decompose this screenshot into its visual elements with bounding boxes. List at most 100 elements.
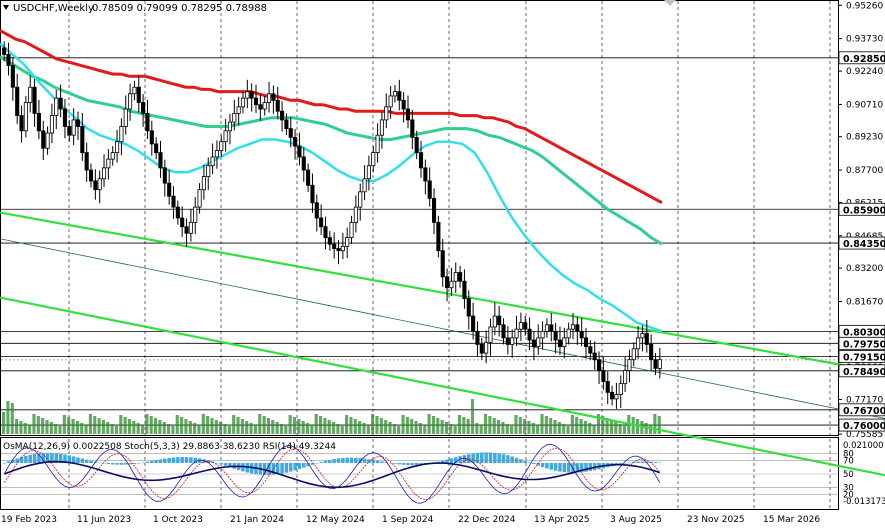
osma-bar [167,457,171,463]
candle-body [206,165,211,177]
candle-body [132,86,137,95]
osma-bar [619,463,623,465]
candle-body [6,54,11,66]
candle-body [449,280,454,289]
osma-bar [540,463,545,468]
volume-bar [544,416,548,434]
osma-bar [493,452,497,463]
candle-body [549,324,554,332]
volume-bar [180,417,184,434]
candle-body [410,119,415,138]
candle-body [566,328,571,339]
osma-bar [310,463,315,465]
candle-body [262,102,267,110]
candle-body [418,152,424,169]
candle-body [562,337,567,347]
price-axis-label: 0.89230 [846,133,883,143]
osma-bar [89,460,93,463]
time-axis-label: 12 May 2024 [306,515,365,525]
candle-body [349,221,354,239]
volume-bar [271,420,275,434]
volume-bar [410,419,414,434]
osma-bar [154,460,158,463]
candle-body [401,99,406,110]
volume-bar [193,423,197,434]
candle-body [245,91,250,99]
volume-bar [401,415,405,434]
volume-bar [596,414,601,434]
volume-bar [28,425,32,434]
volume-bar [427,414,431,434]
indicator-level-label: 20 [843,490,854,500]
volume-bar [6,401,10,434]
osma-bar [158,459,163,463]
candle-body [427,180,432,199]
volume-bar [36,416,40,434]
ma-red-line [0,29,663,205]
volume-bar [340,426,344,434]
osma-bar [406,463,410,466]
osma-bar [440,460,445,463]
volume-bar [54,424,58,434]
volume-bar [93,416,97,434]
candle-body [223,130,228,143]
candle-body [423,167,428,182]
osma-bar [319,462,323,463]
volume-bar [588,423,592,434]
volume-bar [557,422,561,434]
volume-bar [323,418,327,434]
osma-bar [527,462,532,463]
level-label: 0.76700 [843,406,885,417]
osma-bar [362,458,367,463]
candle-body [375,134,380,154]
candle-body [110,152,115,160]
osma-bar [523,460,527,463]
candle-body [2,47,7,55]
volume-bar [279,424,284,434]
osma-bar [506,455,510,463]
trend-channel [0,211,885,477]
volume-bar [84,425,88,434]
volume-bar [201,414,205,434]
candle-body [371,152,376,167]
candle-body [336,248,341,252]
osma-bar [349,457,354,463]
symbol-dropdown-icon[interactable] [3,5,9,10]
chart-symbol-label: USDCHF,Weekly [13,3,94,14]
level-label: 0.76000 [843,421,885,432]
osma-bar [497,453,501,463]
candle-body [575,324,580,332]
osma-bar [275,463,280,475]
time-axis-label: 19 Feb 2023 [1,515,57,525]
osma-bar [454,457,458,463]
osma-bar [488,452,493,463]
volume-bar [136,423,140,434]
candle-body [197,189,202,208]
volume-bar [384,420,388,434]
chart-shift-marker-icon[interactable] [664,0,676,6]
candle-body [41,130,46,149]
volume-bar [140,425,145,434]
candle-body [184,226,189,234]
osma-bar [584,463,588,472]
price-axis-label: 0.77170 [846,396,883,406]
volume-bar [127,419,132,434]
price-candles[interactable] [2,41,662,409]
candle-body [227,121,233,132]
volume-bar [353,419,357,434]
time-axis-label: 1 Sep 2024 [382,515,434,525]
candle-body [23,102,28,132]
candle-body [440,250,445,278]
volume-bar [405,417,409,434]
candle-body [249,91,254,99]
osma-bar [228,463,232,468]
osma-bar [332,459,336,463]
candle-body [32,86,37,114]
volume-bar [397,426,401,434]
level-label-box [838,350,885,363]
osma-bar [184,457,189,463]
osma-bar [28,454,32,463]
volume-bar [549,418,553,434]
candle-body [319,217,324,228]
